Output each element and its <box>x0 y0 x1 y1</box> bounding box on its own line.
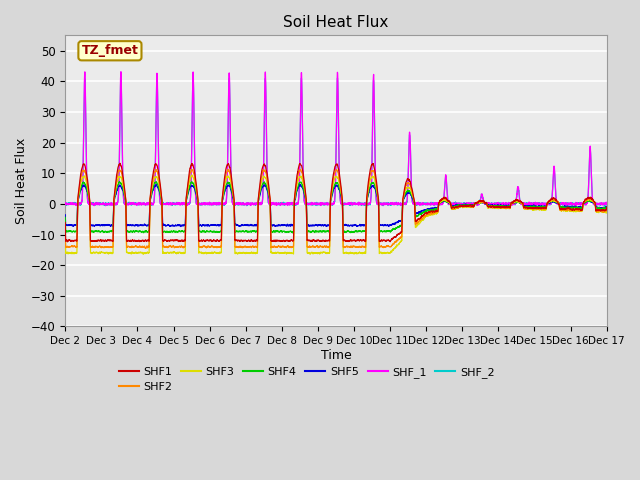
SHF2 <box>296 167 304 172</box>
SHF1 <box>472 200 480 206</box>
SHF_2 <box>580 200 588 206</box>
SHF2 <box>141 245 149 251</box>
SHF_2 <box>603 201 611 207</box>
SHF_2 <box>472 201 480 206</box>
SHF5 <box>458 203 465 208</box>
Line: SHF1: SHF1 <box>65 163 607 242</box>
SHF3 <box>61 226 69 232</box>
SHF2 <box>318 243 326 249</box>
SHF2 <box>573 207 581 213</box>
SHF2 <box>458 204 465 209</box>
SHF1 <box>603 204 611 210</box>
SHF3 <box>603 206 611 212</box>
SHF2 <box>580 199 588 205</box>
Title: Soil Heat Flux: Soil Heat Flux <box>284 15 388 30</box>
SHF1 <box>580 199 588 205</box>
SHF4 <box>116 179 124 185</box>
SHF3 <box>188 172 196 178</box>
SHF1 <box>573 206 581 212</box>
SHF_2 <box>333 75 341 81</box>
SHF1 <box>61 220 69 226</box>
SHF_1 <box>603 201 611 206</box>
SHF4 <box>458 203 465 208</box>
SHF_1 <box>318 201 326 207</box>
SHF2 <box>246 244 253 250</box>
SHF3 <box>580 199 588 205</box>
SHF2 <box>61 223 69 228</box>
SHF5 <box>318 223 326 228</box>
SHF_2 <box>61 201 69 206</box>
SHF_2 <box>376 203 383 209</box>
SHF1 <box>318 238 326 244</box>
SHF_1 <box>117 69 125 74</box>
SHF3 <box>234 251 241 257</box>
SHF_1 <box>573 201 581 206</box>
SHF_2 <box>573 201 581 206</box>
SHF2 <box>472 200 480 206</box>
SHF4 <box>246 228 253 234</box>
X-axis label: Time: Time <box>321 349 351 362</box>
Legend: SHF1, SHF2, SHF3, SHF4, SHF5, SHF_1, SHF_2: SHF1, SHF2, SHF3, SHF4, SHF5, SHF_1, SHF… <box>114 362 499 396</box>
SHF_1 <box>246 201 253 207</box>
SHF4 <box>472 201 480 206</box>
Text: TZ_fmet: TZ_fmet <box>81 44 138 57</box>
Line: SHF_1: SHF_1 <box>65 72 607 206</box>
Y-axis label: Soil Heat Flux: Soil Heat Flux <box>15 138 28 224</box>
Line: SHF3: SHF3 <box>65 175 607 254</box>
SHF5 <box>580 200 588 206</box>
SHF_1 <box>458 203 465 208</box>
SHF4 <box>318 229 326 235</box>
SHF1 <box>458 204 465 209</box>
SHF5 <box>472 201 480 206</box>
SHF3 <box>246 251 253 256</box>
SHF4 <box>603 204 611 210</box>
SHF_2 <box>245 202 253 207</box>
SHF_1 <box>102 203 109 209</box>
Line: SHF4: SHF4 <box>65 182 607 233</box>
SHF4 <box>573 205 581 211</box>
SHF_2 <box>458 201 465 207</box>
SHF1 <box>63 239 71 245</box>
SHF5 <box>603 204 611 209</box>
SHF1 <box>246 238 253 244</box>
SHF5 <box>177 224 185 229</box>
SHF4 <box>140 230 147 236</box>
SHF_1 <box>61 201 69 206</box>
SHF5 <box>61 212 69 218</box>
Line: SHF_2: SHF_2 <box>65 78 607 206</box>
SHF3 <box>573 208 581 214</box>
SHF3 <box>318 250 326 255</box>
SHF_2 <box>317 201 325 207</box>
SHF4 <box>580 199 588 205</box>
SHF5 <box>296 181 303 187</box>
SHF4 <box>61 215 69 220</box>
SHF2 <box>603 205 611 211</box>
SHF5 <box>573 204 581 210</box>
SHF5 <box>246 223 253 228</box>
Line: SHF5: SHF5 <box>65 184 607 227</box>
Line: SHF2: SHF2 <box>65 169 607 248</box>
SHF1 <box>116 160 124 166</box>
SHF3 <box>472 201 480 206</box>
SHF3 <box>458 204 465 209</box>
SHF_1 <box>580 201 588 206</box>
SHF_1 <box>472 200 480 205</box>
